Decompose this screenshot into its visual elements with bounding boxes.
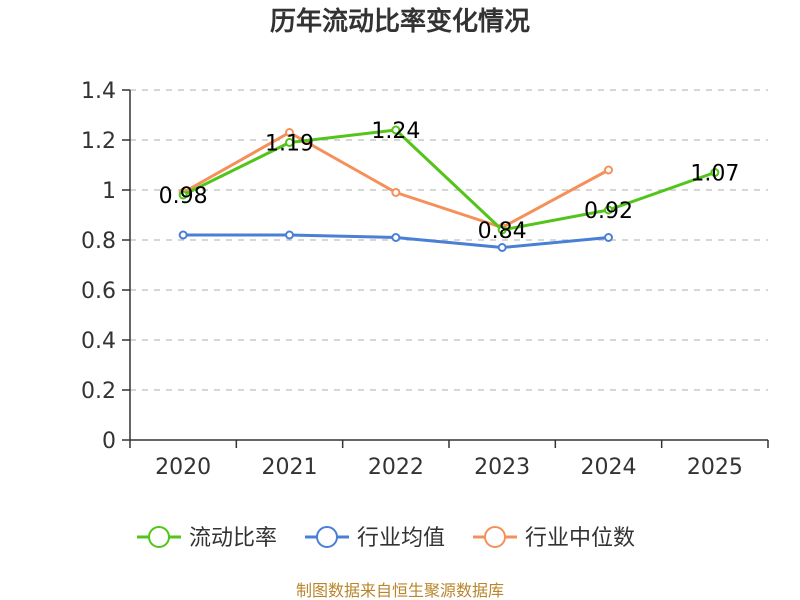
legend-label: 流动比率 xyxy=(189,526,277,551)
y-tick-label: 0.8 xyxy=(81,229,116,254)
y-tick-label: 1.2 xyxy=(81,129,116,154)
data-label: 1.19 xyxy=(265,132,314,157)
data-point xyxy=(604,205,613,215)
legend-label: 行业中位数 xyxy=(525,526,635,551)
series-line xyxy=(182,128,716,232)
grid-layer xyxy=(130,89,768,391)
data-label: 1.07 xyxy=(690,162,739,187)
data-point xyxy=(710,168,720,177)
legend-marker xyxy=(316,526,338,548)
y-tick-label: 0 xyxy=(102,429,116,454)
data-label-layer: 0.98 1.19 1.24 0.84 0.92 1.07 xyxy=(159,119,740,244)
data-point xyxy=(178,190,188,200)
data-label: 0.92 xyxy=(584,199,633,224)
x-tick-label: 2024 xyxy=(581,455,637,480)
data-point xyxy=(285,128,294,137)
axis-layer: 0 0.2 0.4 0.6 0.8 1 1.2 1.4 2020 2021 2022 2023 2024… xyxy=(81,79,769,480)
legend-marker xyxy=(148,526,170,548)
x-tick-label: 2021 xyxy=(262,455,318,480)
data-label: 0.84 xyxy=(478,219,527,244)
legend: 流动比率 行业均值 行业中位数 xyxy=(137,526,635,551)
legend-marker xyxy=(484,526,506,548)
y-tick-label: 1 xyxy=(102,179,116,204)
y-tick-label: 1.4 xyxy=(81,79,116,104)
data-point xyxy=(604,165,613,175)
y-tick-label: 0.4 xyxy=(81,329,116,354)
data-label: 1.24 xyxy=(371,119,420,144)
data-point xyxy=(497,243,507,252)
data-point xyxy=(391,233,401,242)
data-point xyxy=(285,138,294,147)
y-tick-label: 0.2 xyxy=(81,379,116,404)
x-tick-label: 2022 xyxy=(368,455,424,480)
data-point xyxy=(391,188,401,197)
data-point xyxy=(178,230,188,240)
data-point xyxy=(604,233,613,242)
x-tick-label: 2020 xyxy=(155,455,211,480)
series-line xyxy=(182,131,610,229)
x-tick-label: 2025 xyxy=(687,455,743,480)
source-note: 制图数据来自恒生聚源数据库 xyxy=(296,581,504,600)
x-tick-label: 2023 xyxy=(474,455,530,480)
chart-title: 历年流动比率变化情况 xyxy=(270,6,530,37)
series-layer xyxy=(178,125,720,252)
legend-label: 行业均值 xyxy=(357,526,445,551)
y-tick-label: 0.6 xyxy=(81,279,116,304)
data-point xyxy=(285,230,294,240)
data-point xyxy=(391,125,401,135)
data-label: 0.98 xyxy=(159,184,208,209)
data-point xyxy=(497,225,507,235)
